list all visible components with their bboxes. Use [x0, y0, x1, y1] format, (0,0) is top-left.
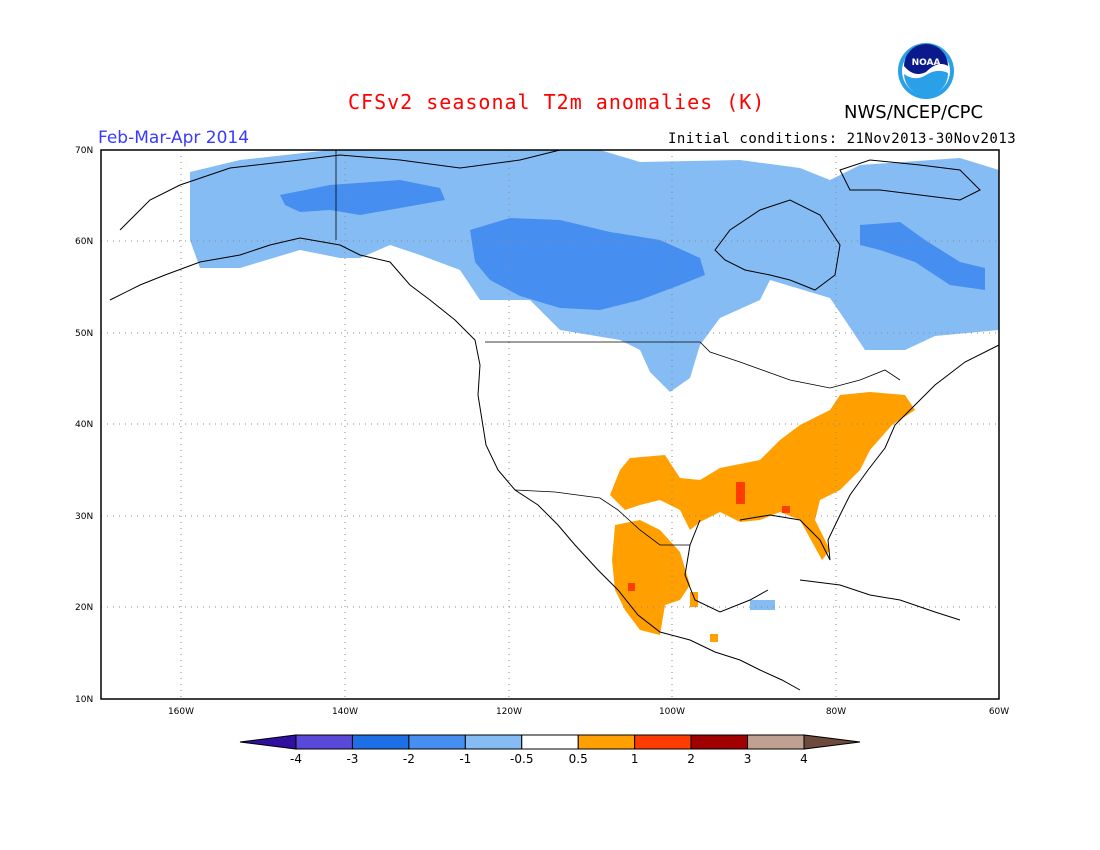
- colorbar-tick-label: 3: [743, 752, 752, 766]
- colorbar-tick-label: 4: [800, 752, 808, 766]
- colorbar-arrow-high: [803, 734, 861, 750]
- colorbar-tick-label: 0.5: [568, 752, 588, 766]
- lon-label: 140W: [332, 707, 358, 717]
- lat-label: 30N: [75, 512, 93, 522]
- colorbar-box: [351, 734, 410, 750]
- lon-label: 120W: [496, 707, 522, 717]
- colorbar-box: [521, 734, 579, 750]
- colorbar-box: [577, 734, 636, 750]
- lon-label: 80W: [826, 707, 846, 717]
- colorbar-box: [747, 734, 805, 750]
- noaa-logo-text: NOAA: [912, 58, 941, 68]
- anomaly-orange-southeast: [610, 392, 915, 560]
- colorbar-tick-label: -0.5: [510, 752, 534, 766]
- anomaly-blue-west: [280, 180, 445, 215]
- colorbar-tick-label: 2: [687, 752, 695, 766]
- lon-label: 60W: [989, 707, 1009, 717]
- colorbar-tick-label: -2: [402, 752, 415, 766]
- map-title: CFSv2 seasonal T2m anomalies (K): [348, 90, 766, 114]
- forecast-period: Feb-Mar-Apr 2014: [98, 128, 250, 148]
- lat-label: 20N: [75, 603, 93, 613]
- agency-label: NWS/NCEP/CPC: [844, 102, 984, 123]
- colorbar-box: [690, 734, 749, 750]
- lon-label: 100W: [659, 707, 685, 717]
- coastlines: [109, 149, 1000, 691]
- anomaly-blue-central: [470, 218, 705, 310]
- colorbar-box: [408, 734, 466, 750]
- longitude-labels: 160W 140W 120W 100W 80W 60W: [168, 707, 1009, 717]
- anomaly-blue-yucatan: [750, 600, 775, 610]
- lat-label: 40N: [75, 420, 93, 430]
- colorbar-legend: [239, 734, 861, 750]
- colorbar-box: [634, 734, 692, 750]
- colorbar-tick-label: -4: [290, 752, 302, 766]
- colorbar-tick-label: -3: [346, 752, 359, 766]
- lat-label: 60N: [75, 237, 93, 247]
- lat-label: 50N: [75, 329, 93, 339]
- anomaly-shading: [190, 150, 999, 642]
- lat-label: 70N: [75, 146, 93, 156]
- colorbar-box: [295, 734, 353, 750]
- borders: [335, 150, 901, 546]
- anomaly-red-patch: [736, 482, 745, 504]
- lat-label: 10N: [75, 695, 93, 705]
- latitude-labels: 70N 60N 50N 40N 30N 20N 10N: [75, 146, 93, 705]
- colorbar-box: [464, 734, 523, 750]
- colorbar-tick-label: -1: [459, 752, 472, 766]
- colorbar-arrow-low: [239, 734, 297, 750]
- anomaly-blue-east: [860, 222, 985, 290]
- initial-conditions: Initial conditions: 21Nov2013-30Nov2013: [668, 131, 1017, 147]
- lon-label: 160W: [168, 707, 194, 717]
- colorbar-tick-label: 1: [630, 752, 639, 766]
- map-frame: [100, 149, 1000, 700]
- noaa-logo: NOAA: [898, 43, 954, 99]
